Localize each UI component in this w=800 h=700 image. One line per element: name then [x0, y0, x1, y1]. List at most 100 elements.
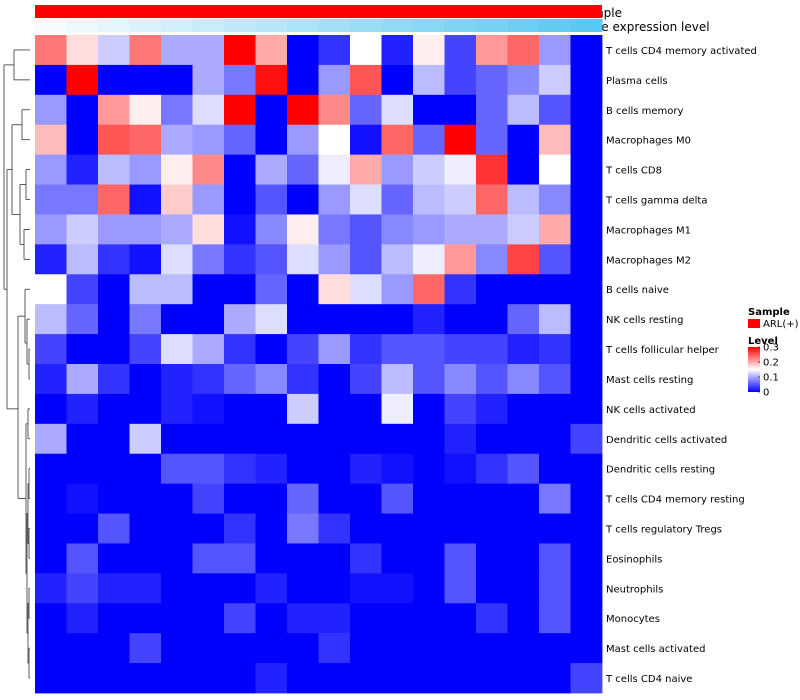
heatmap-cell — [413, 364, 445, 395]
heatmap-cell — [507, 35, 540, 66]
heatmap-cell — [476, 124, 508, 156]
heatmap-cell — [224, 633, 256, 664]
heatmap-cell — [287, 633, 319, 664]
heatmap-cell — [129, 393, 162, 425]
heatmap-cell — [192, 214, 225, 245]
heatmap-cell — [570, 334, 603, 365]
heatmap-cell — [381, 184, 414, 215]
heatmap-cell — [444, 124, 477, 156]
heatmap-cell — [570, 393, 603, 425]
heatmap-cell — [507, 543, 540, 574]
heatmap-cell — [66, 334, 99, 365]
legend-sample-entry: ARL(+) — [763, 319, 799, 330]
heatmap-cell — [539, 483, 571, 514]
expression-track-cell — [129, 19, 162, 32]
heatmap-cell — [350, 393, 382, 425]
heatmap-cell — [129, 483, 162, 514]
heatmap-cell — [539, 244, 571, 275]
legend-tick-label: 0.1 — [763, 373, 779, 384]
heatmap-cell — [192, 393, 225, 425]
heatmap-cell — [350, 94, 382, 126]
row-label: Macrophages M1 — [606, 225, 691, 236]
heatmap-cell — [35, 154, 67, 185]
heatmap-cell — [318, 573, 351, 604]
heatmap-cell — [255, 64, 288, 96]
heatmap-cell — [161, 214, 193, 245]
heatmap-cell — [66, 483, 99, 514]
heatmap-cell — [444, 603, 477, 634]
heatmap-cell — [287, 453, 319, 485]
heatmap-cell — [287, 543, 319, 574]
heatmap-cell — [570, 304, 603, 335]
heatmap-cell — [192, 603, 225, 634]
heatmap-cell — [413, 423, 445, 455]
heatmap-cell — [570, 663, 603, 694]
heatmap-cell — [507, 334, 540, 365]
heatmap-cell — [161, 573, 193, 604]
heatmap-cell — [507, 214, 540, 245]
heatmap-cell — [350, 453, 382, 485]
heatmap-cell — [507, 633, 540, 664]
sample-track-bar — [35, 5, 602, 18]
heatmap-cell — [98, 663, 130, 694]
heatmap-cell — [35, 214, 67, 245]
heatmap-cell — [381, 64, 414, 96]
heatmap-cell — [350, 274, 382, 305]
heatmap-cell — [287, 364, 319, 395]
heatmap-cell — [66, 393, 99, 425]
heatmap-cell — [318, 244, 351, 275]
expression-track-cell — [350, 19, 382, 32]
heatmap-cell — [129, 663, 162, 694]
heatmap-cell — [444, 64, 477, 96]
heatmap-cell — [539, 154, 571, 185]
heatmap-cell — [161, 393, 193, 425]
heatmap-cell — [507, 483, 540, 514]
heatmap-cell — [350, 154, 382, 185]
row-label: T cells gamma delta — [605, 196, 707, 207]
heatmap-cell — [192, 364, 225, 395]
heatmap-cell — [255, 483, 288, 514]
heatmap-cell — [318, 184, 351, 215]
heatmap-cell — [507, 573, 540, 604]
heatmap-cell — [476, 603, 508, 634]
heatmap-cell — [66, 64, 99, 96]
heatmap-cell — [161, 603, 193, 634]
heatmap-cell — [413, 154, 445, 185]
heatmap-cell — [129, 124, 162, 156]
heatmap-cell — [413, 244, 445, 275]
heatmap-cell — [35, 364, 67, 395]
heatmap-cell — [98, 124, 130, 156]
legend-level-ticks: 0.3 0.2 0.1 0 — [758, 343, 779, 399]
heatmap-cell — [318, 304, 351, 335]
heatmap-cell — [255, 663, 288, 694]
heatmap-cell — [98, 364, 130, 395]
heatmap-cell — [570, 573, 603, 604]
heatmap-cell — [413, 603, 445, 634]
row-label: NK cells resting — [606, 315, 683, 326]
expression-track-cell — [161, 19, 193, 32]
heatmap-cell — [570, 483, 603, 514]
heatmap-cell — [413, 304, 445, 335]
row-labels: T cells CD4 memory activated Plasma cells… — [605, 46, 757, 685]
row-label: B cells naive — [606, 285, 669, 296]
heatmap-cell — [444, 633, 477, 664]
heatmap-cell — [444, 483, 477, 514]
heatmap-cell — [350, 35, 382, 66]
heatmap-cell — [350, 483, 382, 514]
heatmap-cell — [476, 304, 508, 335]
heatmap-cell — [507, 364, 540, 395]
row-label: T cells CD4 naive — [605, 674, 692, 685]
heatmap-cell — [570, 94, 603, 126]
heatmap-cell — [476, 274, 508, 305]
heatmap-cell — [192, 35, 225, 66]
heatmap-cell — [507, 64, 540, 96]
heatmap-cell — [192, 154, 225, 185]
heatmap-cell — [161, 513, 193, 544]
heatmap-cell — [98, 633, 130, 664]
row-label: Eosinophils — [606, 554, 662, 565]
track-label-gene-expression: Gene expression level — [577, 20, 710, 34]
heatmap-cell — [476, 513, 508, 544]
heatmap-cell — [161, 663, 193, 694]
heatmap-cell — [287, 124, 319, 156]
heatmap-cell — [255, 364, 288, 395]
